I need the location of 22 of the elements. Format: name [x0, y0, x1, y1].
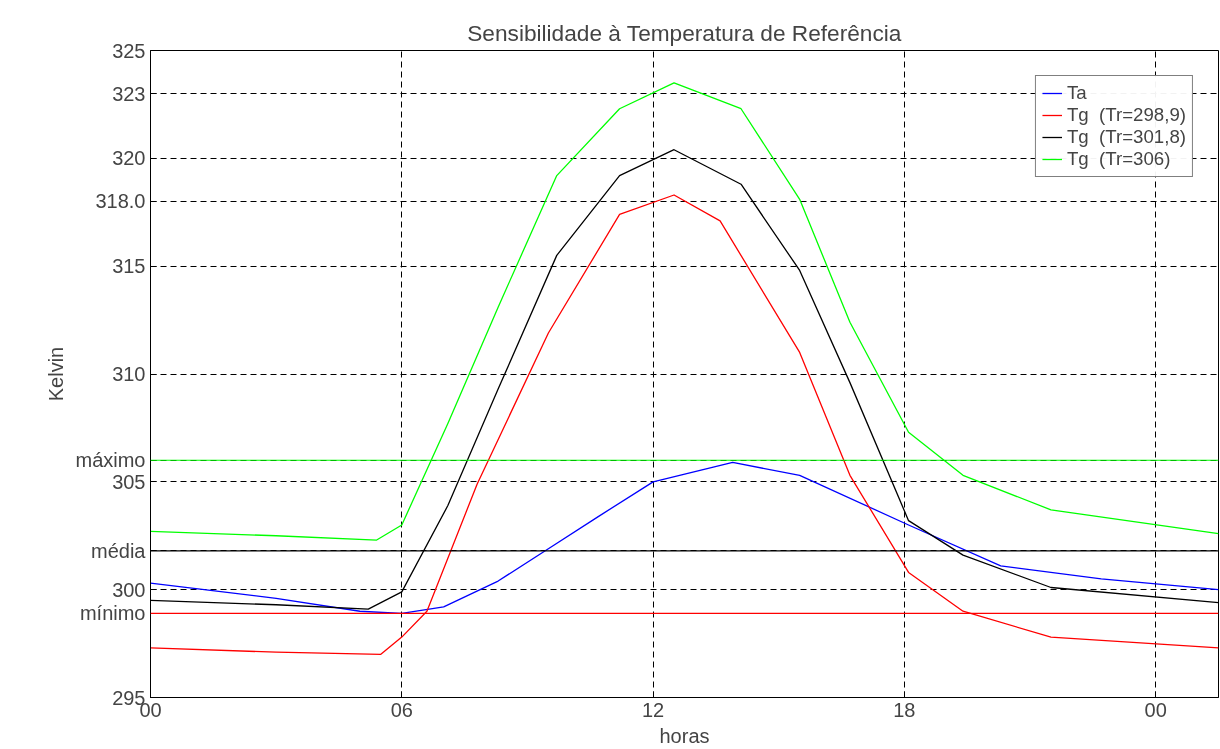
y-tick-label: mínimo: [79, 602, 146, 625]
y-tick-label: máximo: [75, 449, 146, 472]
chart-title: Sensibilidade à Temperatura de Referência: [467, 19, 902, 46]
legend-label: Tg (Tr=306): [1066, 148, 1171, 170]
y-tick-label: 300: [112, 578, 146, 601]
y-tick-label: 325: [112, 39, 146, 62]
x-tick-label: 00: [1144, 698, 1167, 721]
x-tick-label: 06: [390, 698, 413, 721]
y-tick-label: média: [91, 539, 147, 562]
y-axis-title: Kelvin: [45, 346, 68, 402]
y-tick-label: 320: [112, 147, 146, 170]
legend-label: Tg (Tr=298,9): [1066, 104, 1186, 126]
legend-label: Tg (Tr=301,8): [1066, 126, 1186, 148]
y-tick-label: 318.0: [95, 190, 146, 213]
x-tick-label: 18: [893, 698, 916, 721]
y-tick-label: 305: [112, 470, 146, 493]
y-tick-label: 323: [112, 82, 146, 105]
x-axis-title: horas: [659, 724, 710, 747]
y-tick-label: 310: [112, 363, 146, 385]
legend-label: Ta: [1066, 82, 1087, 104]
x-tick-label: 12: [641, 698, 665, 721]
y-tick-label: 315: [112, 255, 146, 278]
